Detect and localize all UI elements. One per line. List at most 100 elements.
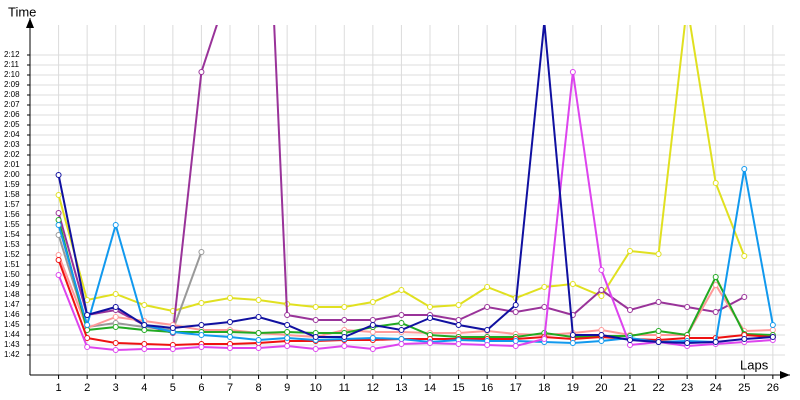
y-tick-label: 1:58	[4, 190, 20, 199]
point	[284, 335, 291, 341]
point	[198, 300, 205, 306]
point	[598, 332, 605, 338]
point	[55, 217, 62, 223]
y-tick-label: 1:59	[4, 180, 20, 189]
point	[398, 287, 405, 293]
point	[684, 340, 691, 346]
point	[55, 257, 62, 263]
point	[569, 332, 576, 338]
x-tick-label: 14	[424, 382, 436, 394]
point	[112, 347, 119, 353]
point	[512, 343, 519, 349]
point	[512, 309, 519, 315]
y-tick-label: 2:10	[4, 70, 20, 79]
x-tick-label: 2	[84, 382, 90, 394]
x-tick-label: 23	[681, 382, 693, 394]
x-tick-label: 13	[395, 382, 407, 394]
x-axis-arrow	[780, 371, 790, 379]
point	[398, 312, 405, 318]
point	[141, 341, 148, 347]
y-tick-label: 1:55	[4, 220, 20, 229]
point	[541, 284, 548, 290]
point	[455, 317, 462, 323]
y-tick-label: 2:01	[4, 160, 20, 169]
x-tick-label: 6	[198, 382, 204, 394]
point	[484, 327, 491, 333]
x-axis-label: Laps	[740, 357, 769, 372]
x-tick-label: 5	[170, 382, 176, 394]
point	[598, 327, 605, 333]
point	[398, 341, 405, 347]
point	[284, 312, 291, 318]
point	[84, 344, 91, 350]
point	[712, 274, 719, 280]
y-tick-label: 1:51	[4, 260, 20, 269]
point	[112, 324, 119, 330]
point	[484, 284, 491, 290]
y-tick-label: 1:45	[4, 320, 20, 329]
point	[769, 334, 776, 340]
point	[627, 337, 633, 343]
y-tick-label: 1:53	[4, 240, 20, 249]
point	[112, 314, 119, 320]
y-tick-label: 1:47	[4, 300, 20, 309]
y-tick-label: 1:44	[4, 330, 20, 339]
point	[455, 302, 462, 308]
y-tick-label: 1:56	[4, 210, 20, 219]
point	[569, 281, 576, 287]
point	[227, 329, 233, 335]
x-tick-label: 15	[452, 382, 464, 394]
point	[627, 342, 633, 348]
y-tick-label: 1:57	[4, 200, 20, 209]
point	[55, 252, 62, 258]
y-axis-label: Time	[8, 4, 36, 19]
y-tick-label: 1:54	[4, 230, 20, 239]
y-tick-label: 2:11	[4, 60, 20, 69]
point	[455, 341, 462, 347]
point	[255, 297, 262, 303]
x-tick-label: 17	[510, 382, 522, 394]
point	[712, 339, 719, 345]
y-tick-label: 1:43	[4, 340, 20, 349]
point	[312, 304, 319, 310]
point	[227, 345, 233, 351]
point	[712, 282, 719, 288]
point	[255, 330, 262, 336]
point	[569, 69, 576, 75]
point	[141, 346, 148, 352]
point	[398, 320, 405, 326]
point	[427, 304, 433, 310]
point	[198, 332, 205, 338]
x-tick-label: 7	[227, 382, 233, 394]
point	[312, 334, 319, 340]
point	[255, 337, 262, 343]
point	[627, 307, 633, 313]
point	[55, 272, 62, 278]
y-tick-label: 1:42	[4, 350, 20, 359]
point	[741, 166, 748, 172]
point	[312, 346, 319, 352]
point	[369, 299, 376, 305]
x-tick-label: 18	[538, 382, 550, 394]
point	[55, 210, 62, 216]
point	[198, 249, 205, 255]
point	[55, 172, 62, 178]
y-tick-label: 1:50	[4, 270, 20, 279]
point	[369, 322, 376, 328]
point	[484, 304, 491, 310]
point	[112, 222, 119, 228]
point	[141, 322, 148, 328]
point	[712, 309, 719, 315]
point	[284, 322, 291, 328]
point	[569, 340, 576, 346]
point	[369, 329, 376, 335]
point	[369, 317, 376, 323]
point	[741, 336, 748, 342]
point	[84, 322, 91, 328]
x-tick-label: 16	[481, 382, 493, 394]
x-tick-label: 4	[141, 382, 147, 394]
x-tick-label: 8	[256, 382, 262, 394]
point	[284, 329, 291, 335]
point	[741, 253, 748, 259]
